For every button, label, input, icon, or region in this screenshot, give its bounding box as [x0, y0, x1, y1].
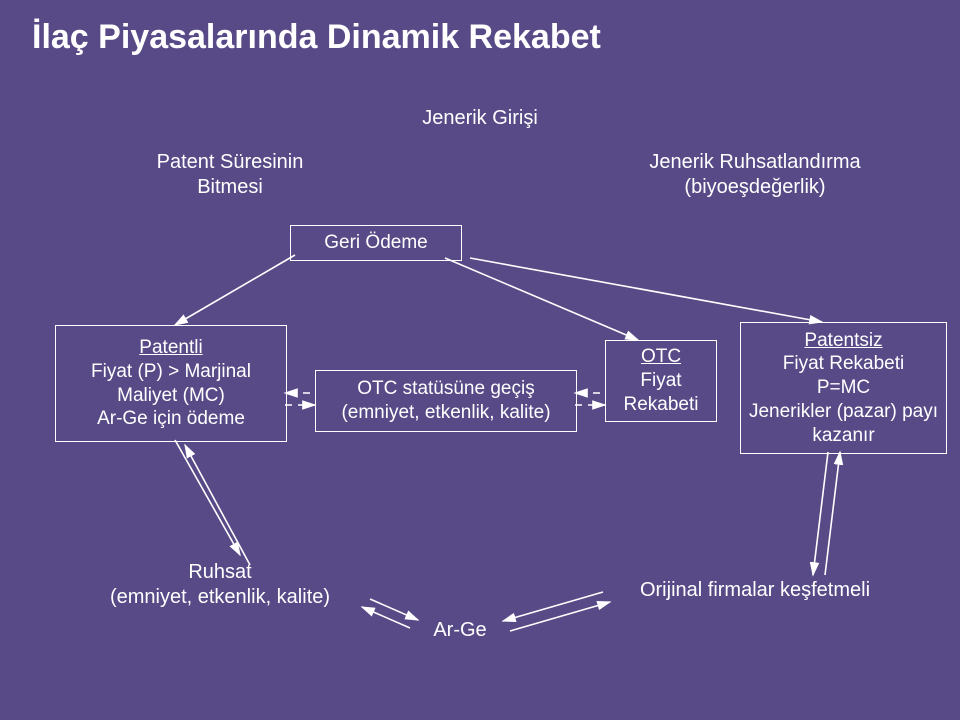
orijinal-label: Orijinal firmalar keşfetmeli — [580, 578, 930, 603]
jenerik_girisi-label: Jenerik Girişi — [360, 106, 600, 131]
arrow — [175, 255, 295, 325]
otc_fiyat-box: OTCFiyat Rekabeti — [605, 340, 717, 422]
arrow — [510, 602, 610, 631]
jenerik_ruhsat-label: Jenerik Ruhsatlandırma (biyoeşdeğerlik) — [590, 150, 920, 200]
geri_odeme-box: Geri Ödeme — [290, 225, 462, 261]
ruhsat-label: Ruhsat (emniyet, etkenlik, kalite) — [70, 560, 370, 610]
arrow — [470, 258, 822, 322]
arrow — [825, 452, 840, 575]
otc_gecis-box: OTC statüsüne geçiş (emniyet, etkenlik, … — [315, 370, 577, 432]
arrow — [185, 445, 250, 565]
patentli-box: PatentliFiyat (P) > Marjinal Maliyet (MC… — [55, 325, 287, 442]
patent_bitmesi-label: Patent Süresinin Bitmesi — [100, 150, 360, 200]
patentsiz-box: PatentsizFiyat Rekabeti P=MC Jenerikler … — [740, 322, 947, 454]
arrow — [175, 440, 240, 555]
arrow — [370, 599, 418, 620]
arge-label: Ar-Ge — [400, 618, 520, 643]
slide-title: İlaç Piyasalarında Dinamik Rekabet — [32, 18, 932, 57]
arrow — [445, 258, 638, 340]
arrow — [813, 452, 828, 575]
